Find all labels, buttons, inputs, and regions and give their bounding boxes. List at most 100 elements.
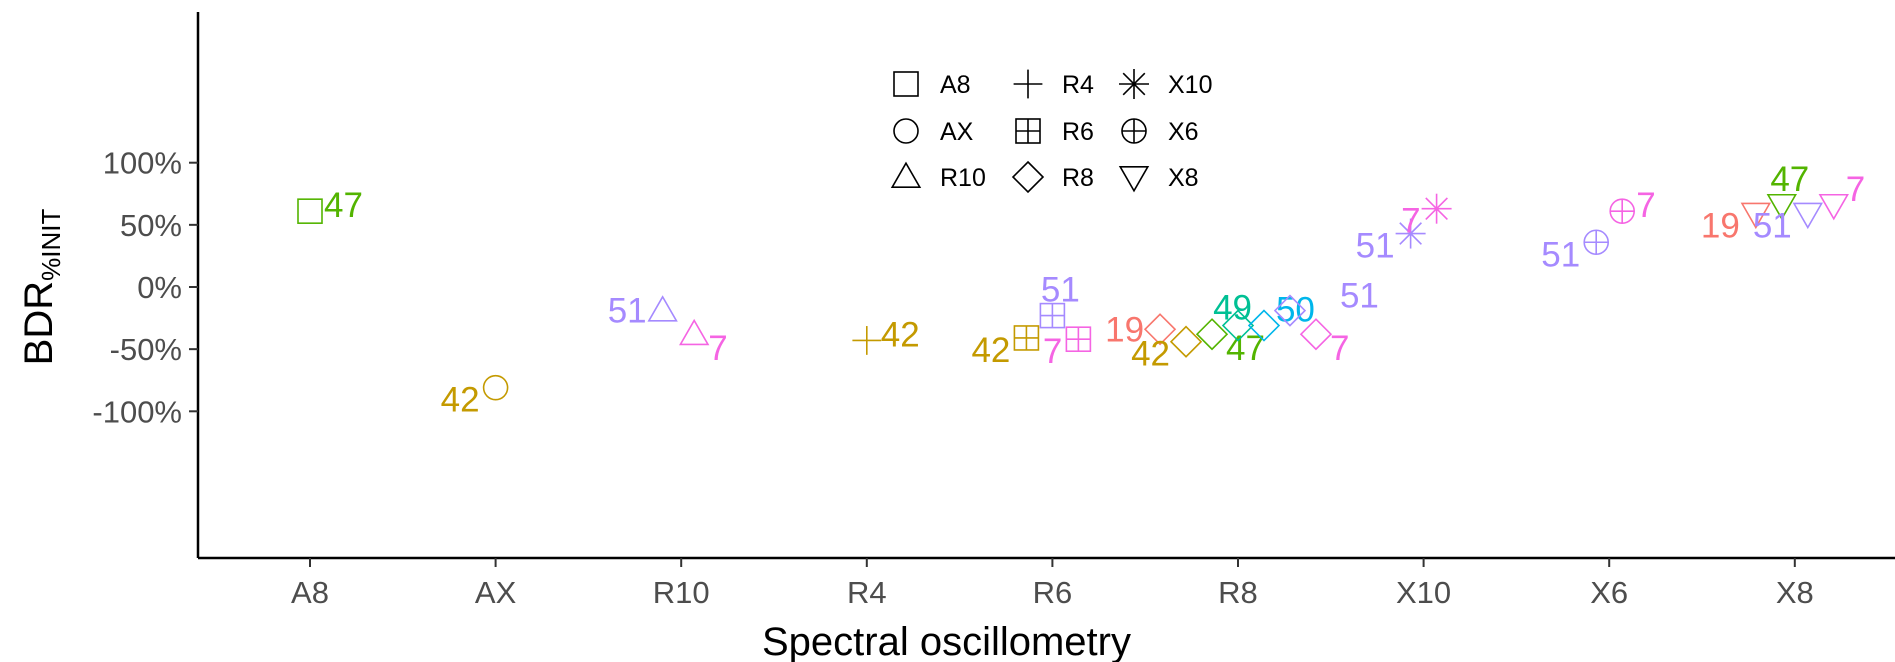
point-label: 42 <box>881 315 920 354</box>
triangle-down-marker-icon <box>1118 166 1150 193</box>
point-label: 7 <box>1846 170 1865 209</box>
square-marker-icon <box>893 71 919 97</box>
point-marker <box>1740 202 1772 230</box>
x-tick-label: X10 <box>1396 575 1451 610</box>
legend-label: X6 <box>1168 118 1199 146</box>
point-label: 7 <box>708 329 727 368</box>
point-marker <box>482 374 509 401</box>
point-label: 51 <box>608 292 647 331</box>
diamond-marker-icon <box>1011 160 1045 194</box>
point-label: 51 <box>1356 227 1395 266</box>
point-label: 51 <box>1541 235 1580 274</box>
legend-item-ax: AX <box>893 118 974 146</box>
point-marker <box>1421 193 1452 224</box>
point-label: 7 <box>1401 202 1420 241</box>
y-tick-label: 50% <box>120 208 182 243</box>
data-point-a8-47: 47 <box>297 186 363 225</box>
data-point-r8-50: 50 <box>1247 291 1315 342</box>
legend-label: R8 <box>1062 164 1094 192</box>
point-marker <box>1273 294 1307 327</box>
point-label: 7 <box>1330 329 1349 368</box>
legend-label: X8 <box>1168 164 1199 192</box>
y-tick-label: 100% <box>103 146 182 181</box>
point-marker <box>1247 309 1281 342</box>
data-point-r6-7: 7 <box>1043 326 1092 371</box>
data-point-x10-7: 7 <box>1401 193 1452 241</box>
circle-plus-marker-icon <box>1121 118 1147 144</box>
point-marker <box>1395 218 1426 249</box>
point-label: 7 <box>1636 186 1655 225</box>
point-label: 50 <box>1276 291 1315 330</box>
point-marker <box>1221 309 1255 342</box>
legend-item-x6: X6 <box>1121 118 1199 146</box>
legend-item-x10: X10 <box>1119 69 1212 99</box>
data-point-x8-19: 19 <box>1701 202 1772 246</box>
point-marker <box>1143 313 1177 346</box>
x-tick-label: X6 <box>1590 575 1628 610</box>
x-tick-label: R4 <box>847 575 887 610</box>
data-point-x6-51: 51 <box>1541 229 1610 274</box>
legend: A8 AX R10 R4 R6 R8 X10 X6 X8 <box>890 69 1212 194</box>
legend-label: X10 <box>1168 71 1212 99</box>
legend-item-r6: R6 <box>1015 118 1094 146</box>
x-axis-title: Spectral oscillometry <box>762 620 1131 662</box>
x-tick-label: X8 <box>1776 575 1814 610</box>
legend-label: R10 <box>940 164 986 192</box>
point-label: 47 <box>1770 160 1809 199</box>
legend-item-r10: R10 <box>890 161 986 192</box>
data-point-x8-51: 51 <box>1753 202 1823 246</box>
axes-group: 100% 50% 0% -50% -100% A8 AX R10 R4 R6 R8 X10 X6 X8 <box>92 12 1895 610</box>
legend-item-x8: X8 <box>1118 164 1199 193</box>
y-tick-label: 0% <box>137 270 182 305</box>
legend-label: R6 <box>1062 118 1094 146</box>
data-point-x8-7: 7 <box>1818 170 1865 221</box>
point-label: 51 <box>1340 277 1379 316</box>
x-tick-label: R10 <box>653 575 710 610</box>
legend-item-r8: R8 <box>1011 160 1094 194</box>
point-label: 42 <box>1131 335 1170 374</box>
data-point-r8-7: 7 <box>1299 318 1349 368</box>
point-marker <box>1039 302 1066 329</box>
data-point-x8-47: 47 <box>1766 160 1809 221</box>
legend-label: A8 <box>940 71 971 99</box>
plus-marker-icon <box>1013 69 1043 99</box>
data-point-r8-42: 42 <box>1131 325 1203 374</box>
point-label: 7 <box>1043 332 1062 371</box>
data-point-r4-42: 42 <box>852 315 920 355</box>
data-point-r8-49: 49 <box>1213 289 1255 342</box>
circle-marker-icon <box>893 118 919 144</box>
data-point-r10-7: 7 <box>679 318 728 368</box>
point-marker <box>1766 193 1797 221</box>
data-point-r10-51: 51 <box>608 292 678 331</box>
point-marker <box>1013 325 1040 351</box>
point-label: 42 <box>971 331 1010 370</box>
point-label: 19 <box>1105 310 1144 349</box>
point-marker <box>1065 326 1092 353</box>
asterisk-marker-icon <box>1119 69 1149 99</box>
x-tick-label: A8 <box>291 575 329 610</box>
x-tick-label: R8 <box>1218 575 1258 610</box>
point-marker <box>1169 325 1203 358</box>
point-marker <box>1583 229 1610 256</box>
triangle-up-marker-icon <box>890 161 922 188</box>
data-point-r8-51: 51 <box>1273 277 1379 327</box>
y-tick-label: -100% <box>92 394 182 429</box>
point-label: 42 <box>441 381 480 420</box>
data-point-x10-51: 51 <box>1356 218 1426 266</box>
data-point-x6-7: 7 <box>1609 186 1656 225</box>
legend-label: AX <box>940 118 974 146</box>
point-label: 51 <box>1753 207 1792 246</box>
point-marker <box>297 198 323 224</box>
point-marker <box>1792 202 1823 230</box>
data-point-r6-51: 51 <box>1039 271 1080 329</box>
point-label: 51 <box>1041 271 1080 310</box>
data-point-r8-19: 19 <box>1105 310 1177 349</box>
point-marker <box>647 295 678 322</box>
point-marker <box>1195 318 1229 351</box>
y-axis-title-main: BDR <box>17 281 61 365</box>
y-tick-label: -50% <box>110 332 182 367</box>
point-marker <box>1609 198 1635 224</box>
